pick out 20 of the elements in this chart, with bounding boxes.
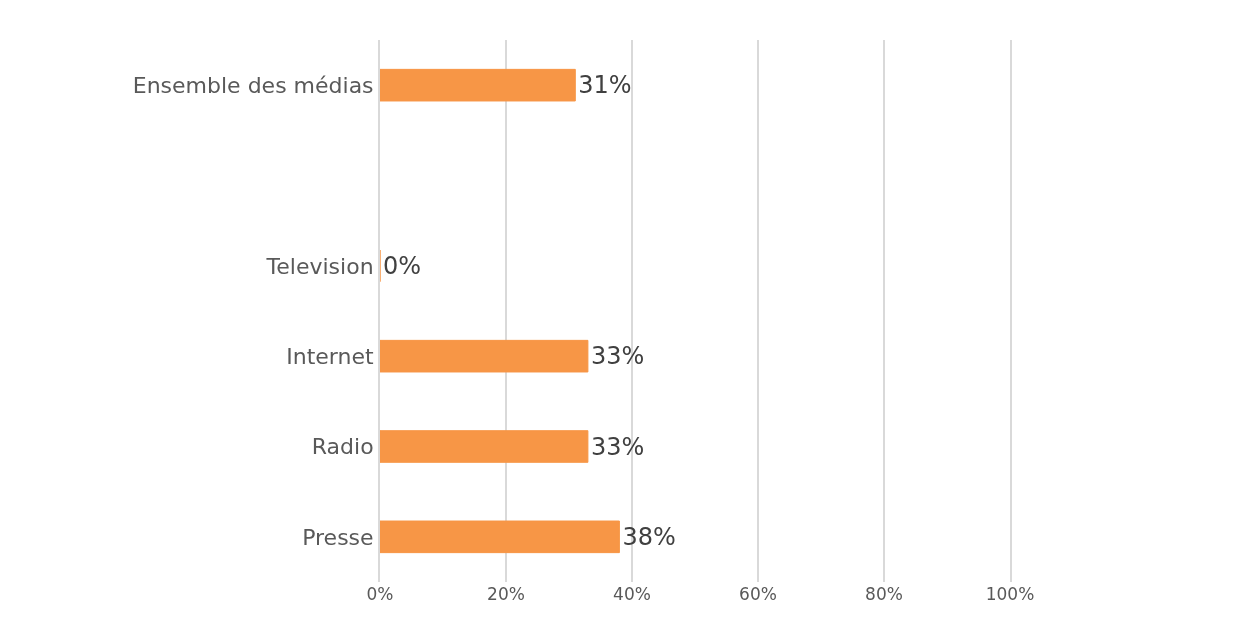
bar	[380, 339, 589, 373]
x-tick-label: 0%	[366, 584, 394, 604]
x-tick-label: 100%	[985, 584, 1035, 604]
x-tick-label: 80%	[865, 584, 903, 604]
bar	[380, 68, 576, 102]
data-label: 0%	[383, 251, 422, 280]
y-tick-label: Internet	[286, 343, 374, 369]
x-tick-label: 20%	[487, 584, 525, 604]
data-label: 38%	[622, 522, 676, 551]
y-tick-label: Radio	[311, 434, 374, 460]
data-label: 33%	[590, 432, 645, 461]
bar	[380, 430, 589, 463]
x-tick-label: 60%	[739, 584, 777, 604]
bar	[380, 520, 620, 554]
y-tick-label: Ensemble des médias	[132, 72, 374, 98]
y-tick-label: Television	[265, 253, 374, 279]
x-tick-label: 40%	[613, 584, 651, 604]
data-label: 33%	[590, 342, 645, 371]
y-tick-label: Presse	[302, 524, 374, 550]
data-label: 31%	[578, 71, 632, 100]
